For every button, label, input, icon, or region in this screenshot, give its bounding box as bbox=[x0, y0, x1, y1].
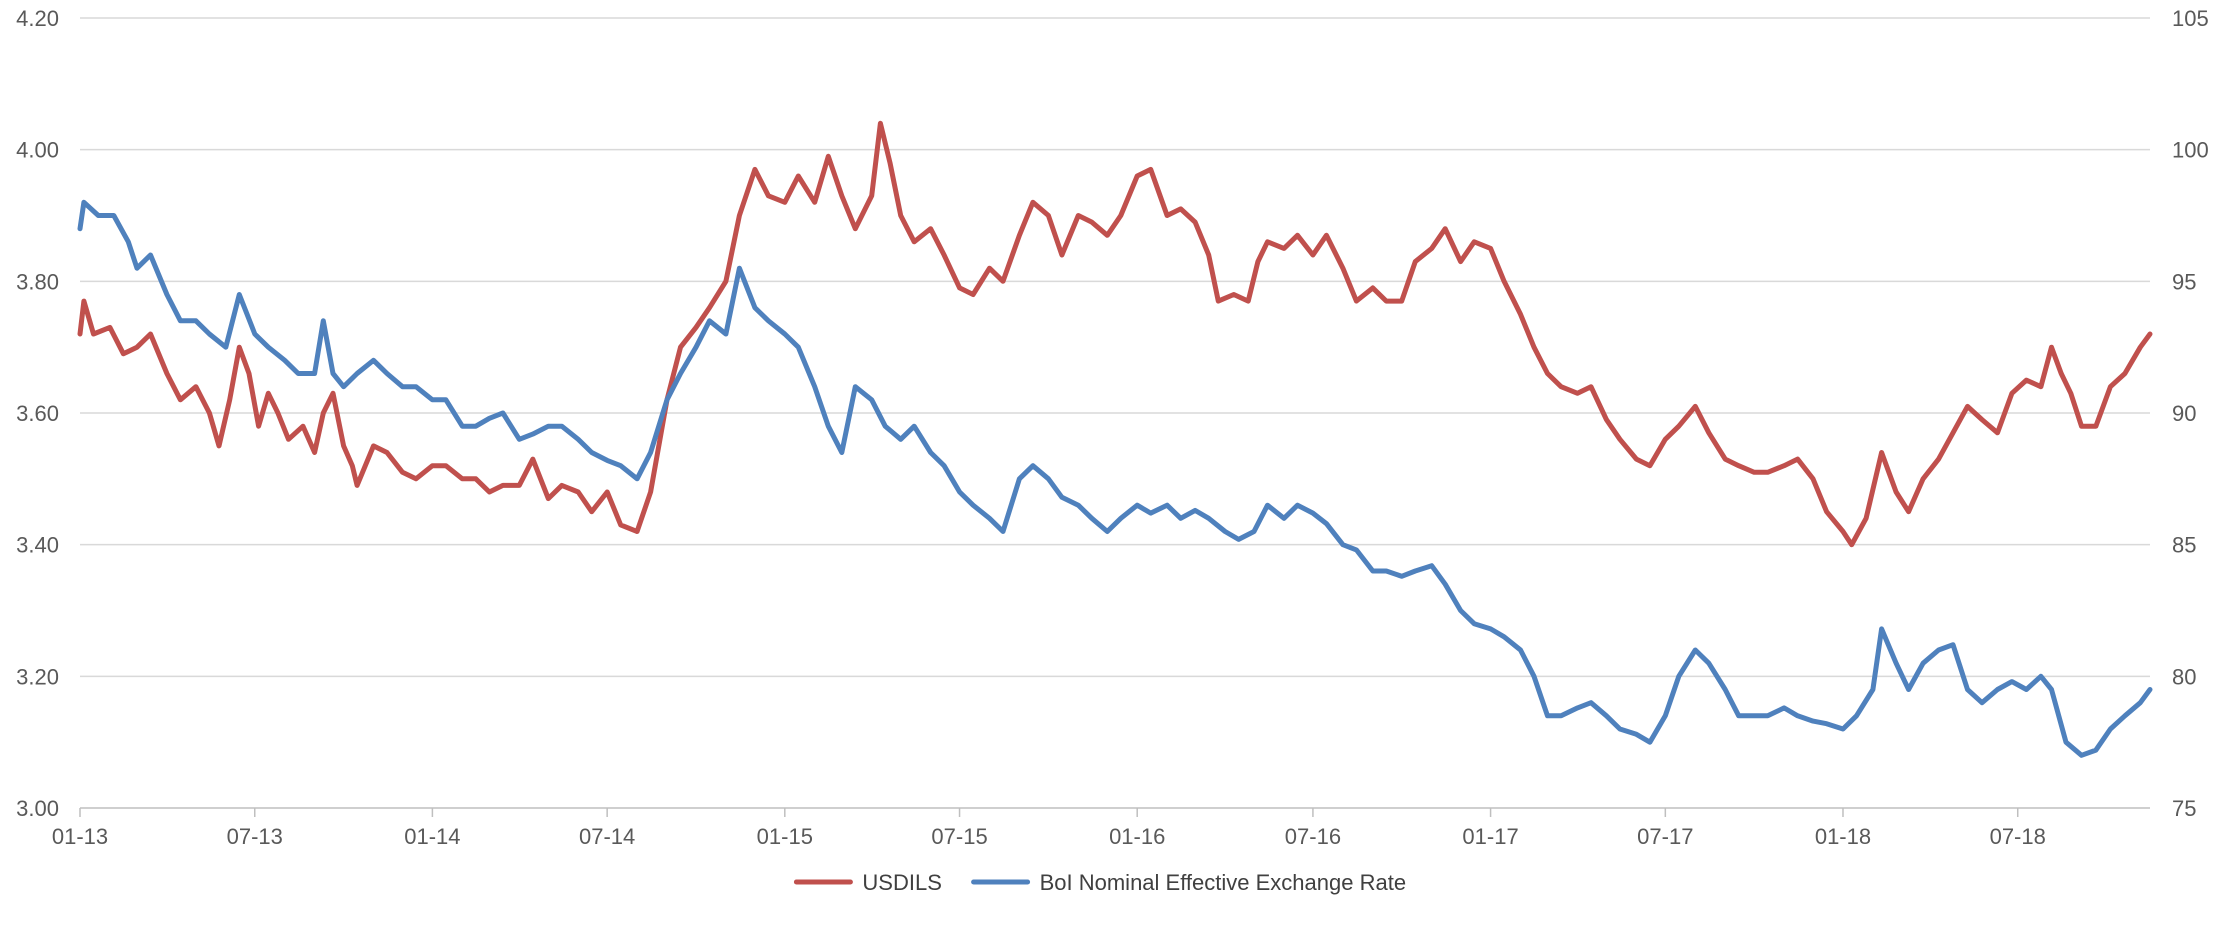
x-tick-label: 07-13 bbox=[227, 824, 283, 849]
legend-label-boi-nominal-effective-exchange-rate: BoI Nominal Effective Exchange Rate bbox=[1040, 870, 1406, 895]
y-left-tick-label: 3.00 bbox=[16, 796, 59, 821]
x-tick-label: 07-15 bbox=[931, 824, 987, 849]
x-tick-label: 07-14 bbox=[579, 824, 635, 849]
x-tick-label: 01-15 bbox=[757, 824, 813, 849]
y-right-tick-label: 95 bbox=[2172, 269, 2196, 294]
x-tick-label: 01-18 bbox=[1815, 824, 1871, 849]
x-tick-label: 01-17 bbox=[1462, 824, 1518, 849]
y-right-tick-label: 80 bbox=[2172, 664, 2196, 689]
x-tick-label: 01-16 bbox=[1109, 824, 1165, 849]
gridlines bbox=[80, 17, 2150, 678]
x-tick-label: 07-16 bbox=[1285, 824, 1341, 849]
x-tick-label: 01-13 bbox=[52, 824, 108, 849]
x-tick-label: 07-18 bbox=[1990, 824, 2046, 849]
legend: USDILS BoI Nominal Effective Exchange Rat… bbox=[793, 870, 1406, 895]
y-right-tick-label: 85 bbox=[2172, 533, 2196, 558]
x-tick-label: 07-17 bbox=[1637, 824, 1693, 849]
axes: 3.00 3.20 3.40 3.60 3.80 4.00 4.20 75 80 85 90 95 10… bbox=[16, 6, 2209, 849]
y-left-tick-label: 3.80 bbox=[16, 269, 59, 294]
y-left-tick-label: 4.20 bbox=[16, 6, 59, 31]
y-right-tick-label: 100 bbox=[2172, 138, 2209, 163]
y-right-tick-label: 90 bbox=[2172, 401, 2196, 426]
y-right-tick-label: 105 bbox=[2172, 6, 2209, 31]
x-tick-label: 01-14 bbox=[404, 824, 460, 849]
series-line-boi-nominal-effective-exchange-rate bbox=[77, 199, 2153, 758]
y-left-tick-label: 3.40 bbox=[16, 533, 59, 558]
series-line-usdils bbox=[77, 120, 2153, 548]
series-lines bbox=[77, 120, 2153, 758]
y-left-tick-label: 3.20 bbox=[16, 664, 59, 689]
y-right-tick-label: 75 bbox=[2172, 796, 2196, 821]
legend-label-usdils: USDILS bbox=[862, 870, 941, 895]
y-left-tick-label: 3.60 bbox=[16, 401, 59, 426]
y-left-tick-label: 4.00 bbox=[16, 138, 59, 163]
